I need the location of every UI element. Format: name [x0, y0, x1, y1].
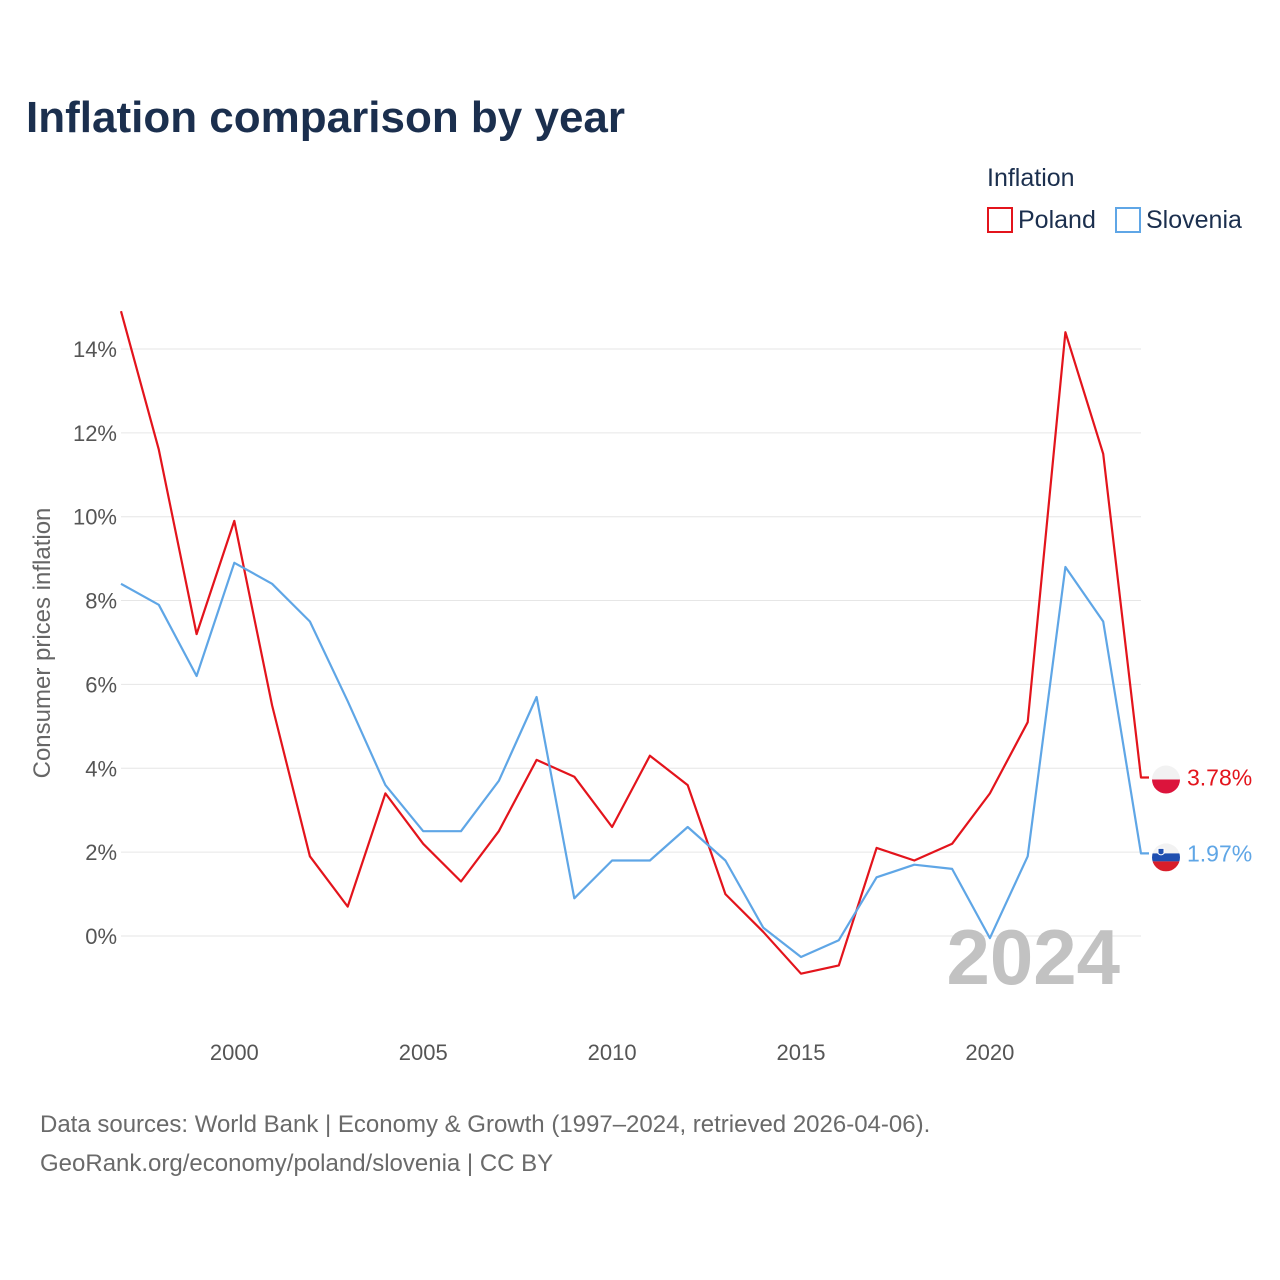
x-tick-label: 2005: [399, 1040, 448, 1065]
x-tick-label: 2015: [777, 1040, 826, 1065]
gridlines: [121, 348, 1141, 937]
legend-label: Poland: [1018, 206, 1096, 234]
x-axis: 2000 2005 2010 2015 2020: [210, 1040, 1015, 1065]
legend: Poland Slovenia: [987, 206, 1242, 234]
y-tick-label: 0%: [85, 924, 117, 949]
x-tick-label: 2000: [210, 1040, 259, 1065]
legend-item-poland[interactable]: Poland: [987, 206, 1096, 234]
y-tick-label: 2%: [85, 840, 117, 865]
x-tick-label: 2010: [588, 1040, 637, 1065]
source-line-2: GeoRank.org/economy/poland/slovenia | CC…: [40, 1150, 553, 1177]
y-tick-label: 4%: [85, 756, 117, 781]
end-markers: 3.78% 1.97%: [1152, 765, 1252, 872]
flag-icon-poland: [1152, 765, 1180, 794]
chart-title: Inflation comparison by year: [26, 93, 625, 142]
y-tick-label: 12%: [73, 421, 117, 446]
legend-swatch: [987, 207, 1013, 233]
y-axis-label: Consumer prices inflation: [29, 508, 56, 779]
legend-title: Inflation: [987, 164, 1075, 192]
y-tick-label: 6%: [85, 672, 117, 697]
year-watermark: 2024: [946, 913, 1120, 1001]
y-tick-label: 14%: [73, 337, 117, 362]
x-tick-label: 2020: [965, 1040, 1014, 1065]
series-line-slovenia: [120, 561, 1149, 959]
legend-swatch: [1115, 207, 1141, 233]
end-label-slovenia: 1.97%: [1187, 840, 1252, 866]
legend-label: Slovenia: [1146, 206, 1242, 234]
series-lines: [119, 310, 1149, 975]
flag-icon-slovenia: [1152, 843, 1180, 872]
y-axis: 0% 2% 4% 6% 8% 10% 12% 14%: [73, 337, 117, 949]
series-line-poland: [119, 310, 1149, 975]
y-tick-label: 8%: [85, 589, 117, 614]
end-label-poland: 3.78%: [1187, 765, 1252, 791]
y-tick-label: 10%: [73, 505, 117, 530]
legend-item-slovenia[interactable]: Slovenia: [1115, 206, 1242, 234]
source-line-1: Data sources: World Bank | Economy & Gro…: [40, 1111, 930, 1138]
